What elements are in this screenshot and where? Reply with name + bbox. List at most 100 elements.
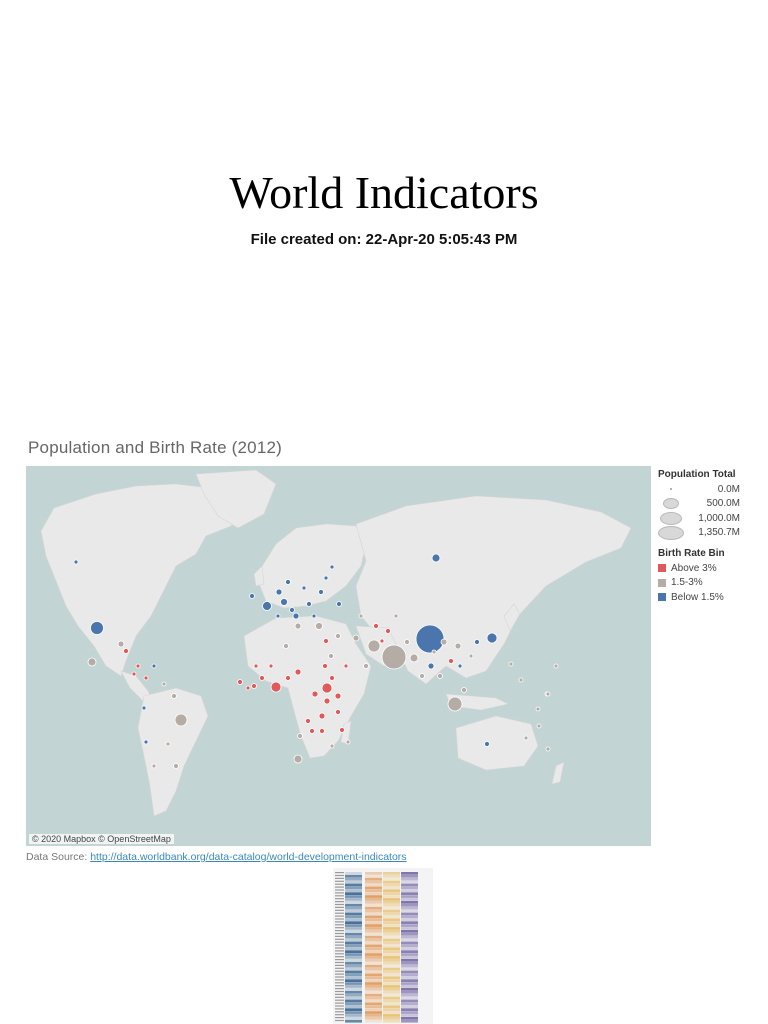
country-bubble[interactable] xyxy=(245,685,251,691)
country-bubble[interactable] xyxy=(415,624,445,654)
map-canvas[interactable] xyxy=(26,466,651,846)
country-bubble[interactable] xyxy=(318,589,324,595)
country-bubble[interactable] xyxy=(251,683,257,689)
country-bubble[interactable] xyxy=(427,662,435,670)
country-bubble[interactable] xyxy=(486,632,498,644)
country-bubble[interactable] xyxy=(373,623,379,629)
country-bubble[interactable] xyxy=(143,675,149,681)
country-bubble[interactable] xyxy=(323,638,329,644)
country-bubble[interactable] xyxy=(323,697,331,705)
country-bubble[interactable] xyxy=(275,588,283,596)
country-bubble[interactable] xyxy=(151,663,157,669)
country-bubble[interactable] xyxy=(454,642,462,650)
country-bubble[interactable] xyxy=(297,733,303,739)
country-bubble[interactable] xyxy=(328,653,334,659)
country-bubble[interactable] xyxy=(484,741,490,747)
country-bubble[interactable] xyxy=(174,713,188,727)
country-bubble[interactable] xyxy=(339,727,345,733)
country-bubble[interactable] xyxy=(363,663,369,669)
country-bubble[interactable] xyxy=(135,663,141,669)
country-bubble[interactable] xyxy=(379,638,385,644)
country-bubble[interactable] xyxy=(409,653,419,663)
country-bubble[interactable] xyxy=(237,679,243,685)
legend-color-item[interactable]: Below 1.5% xyxy=(658,590,766,605)
country-bubble[interactable] xyxy=(292,612,300,620)
country-bubble[interactable] xyxy=(262,601,272,611)
country-bubble[interactable] xyxy=(447,696,463,712)
country-bubble[interactable] xyxy=(381,644,407,670)
country-bubble[interactable] xyxy=(367,639,381,653)
legend-color-item[interactable]: 1.5-3% xyxy=(658,576,766,591)
country-bubble[interactable] xyxy=(321,682,333,694)
map-attribution[interactable]: © 2020 Mapbox © OpenStreetMap xyxy=(29,834,174,844)
country-bubble[interactable] xyxy=(165,741,171,747)
country-bubble[interactable] xyxy=(535,706,541,712)
country-bubble[interactable] xyxy=(270,681,282,693)
country-bubble[interactable] xyxy=(268,663,274,669)
country-bubble[interactable] xyxy=(461,687,467,693)
country-bubble[interactable] xyxy=(305,718,311,724)
country-bubble[interactable] xyxy=(336,601,342,607)
country-bubble[interactable] xyxy=(285,579,291,585)
country-bubble[interactable] xyxy=(523,735,529,741)
country-bubble[interactable] xyxy=(431,553,441,563)
country-bubble[interactable] xyxy=(352,634,360,642)
indicator-thumbnail[interactable] xyxy=(333,868,433,1024)
country-bubble[interactable] xyxy=(131,671,137,677)
country-bubble[interactable] xyxy=(329,564,335,570)
country-bubble[interactable] xyxy=(143,739,149,745)
country-bubble[interactable] xyxy=(253,663,259,669)
country-bubble[interactable] xyxy=(301,585,307,591)
country-bubble[interactable] xyxy=(518,677,524,683)
country-bubble[interactable] xyxy=(323,575,329,581)
country-bubble[interactable] xyxy=(536,723,542,729)
country-bubble[interactable] xyxy=(294,622,302,630)
country-bubble[interactable] xyxy=(87,657,97,667)
country-bubble[interactable] xyxy=(318,712,326,720)
country-bubble[interactable] xyxy=(440,638,448,646)
country-bubble[interactable] xyxy=(322,663,328,669)
world-map[interactable]: © 2020 Mapbox © OpenStreetMap xyxy=(26,466,651,846)
country-bubble[interactable] xyxy=(285,675,291,681)
country-bubble[interactable] xyxy=(90,621,104,635)
country-bubble[interactable] xyxy=(311,613,317,619)
country-bubble[interactable] xyxy=(173,763,179,769)
country-bubble[interactable] xyxy=(343,663,349,669)
country-bubble[interactable] xyxy=(280,598,288,606)
country-bubble[interactable] xyxy=(385,628,391,634)
country-bubble[interactable] xyxy=(259,675,265,681)
country-bubble[interactable] xyxy=(329,675,335,681)
country-bubble[interactable] xyxy=(404,639,410,645)
country-bubble[interactable] xyxy=(293,754,303,764)
country-bubble[interactable] xyxy=(329,743,335,749)
country-bubble[interactable] xyxy=(474,639,480,645)
country-bubble[interactable] xyxy=(73,559,79,565)
country-bubble[interactable] xyxy=(553,663,559,669)
country-bubble[interactable] xyxy=(161,681,167,687)
country-bubble[interactable] xyxy=(294,668,302,676)
country-bubble[interactable] xyxy=(283,643,289,649)
country-bubble[interactable] xyxy=(335,709,341,715)
country-bubble[interactable] xyxy=(171,693,177,699)
country-bubble[interactable] xyxy=(448,658,454,664)
country-bubble[interactable] xyxy=(358,613,364,619)
country-bubble[interactable] xyxy=(123,648,129,654)
country-bubble[interactable] xyxy=(393,613,399,619)
country-bubble[interactable] xyxy=(437,673,443,679)
country-bubble[interactable] xyxy=(508,661,514,667)
country-bubble[interactable] xyxy=(249,593,255,599)
country-bubble[interactable] xyxy=(335,633,341,639)
country-bubble[interactable] xyxy=(431,649,437,655)
country-bubble[interactable] xyxy=(315,622,323,630)
country-bubble[interactable] xyxy=(275,613,281,619)
country-bubble[interactable] xyxy=(311,690,319,698)
country-bubble[interactable] xyxy=(306,601,312,607)
country-bubble[interactable] xyxy=(309,728,315,734)
country-bubble[interactable] xyxy=(117,640,125,648)
country-bubble[interactable] xyxy=(151,763,157,769)
country-bubble[interactable] xyxy=(141,705,147,711)
country-bubble[interactable] xyxy=(545,746,551,752)
legend-color-item[interactable]: Above 3% xyxy=(658,561,766,576)
country-bubble[interactable] xyxy=(457,663,463,669)
country-bubble[interactable] xyxy=(345,739,351,745)
